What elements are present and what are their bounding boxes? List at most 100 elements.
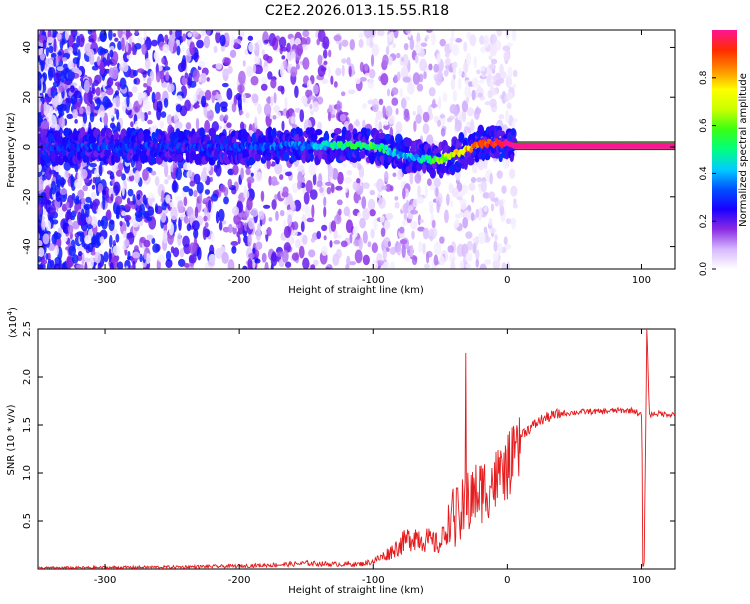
spectrogram-ridge-cell xyxy=(321,140,326,146)
spectrogram-noise-cell xyxy=(401,97,407,110)
spectrogram-noise-cell xyxy=(120,56,124,69)
spectrogram-noise-cell xyxy=(305,179,313,194)
spectrogram-noise-cell xyxy=(367,241,372,248)
spectrogram-noise-cell xyxy=(451,61,458,69)
spectrogram-noise-cell xyxy=(274,193,278,201)
spectrogram-noise-cell xyxy=(385,212,394,220)
spectrogram-noise-cell xyxy=(413,120,417,132)
spectrogram-noise-cell xyxy=(455,38,463,43)
spectrogram-noise-cell xyxy=(459,260,465,269)
spectrogram-noise-cell xyxy=(470,212,475,222)
spectrogram-noise-cell xyxy=(420,42,428,47)
spectrogram-noise-cell xyxy=(146,77,152,87)
spectrogram-noise-cell xyxy=(489,172,493,185)
spectrogram-noise-cell xyxy=(139,203,146,216)
spectrogram-noise-cell xyxy=(399,87,404,98)
spectrogram-y-label: Frequency (Hz) xyxy=(6,112,17,188)
spectrogram-noise-cell xyxy=(388,36,394,42)
spectrogram-noise-cell xyxy=(132,51,137,56)
spectrogram-noise-cell xyxy=(110,193,114,202)
snr-line xyxy=(38,329,675,569)
spectrogram-noise-cell xyxy=(385,247,390,253)
spectrogram-noise-cell xyxy=(38,78,42,91)
spectrogram-band-cell xyxy=(151,131,157,140)
spectrogram-noise-cell xyxy=(465,97,470,104)
spectrogram-noise-cell xyxy=(281,55,286,60)
spectrogram-noise-cell xyxy=(270,78,277,89)
spectrogram-noise-cell xyxy=(210,232,215,243)
spectrogram-noise-cell xyxy=(173,114,178,124)
spectrogram-band-cell xyxy=(149,157,158,165)
spectrogram-noise-cell xyxy=(215,62,223,70)
spectrogram-noise-cell xyxy=(479,79,485,84)
spectrogram-noise-cell xyxy=(50,180,57,195)
spectrogram-noise-cell xyxy=(97,182,103,193)
spectrogram-noise-cell xyxy=(440,127,446,137)
spectrogram-noise-cell xyxy=(238,212,246,218)
spectrogram-noise-cell xyxy=(365,35,370,48)
spectrogram-noise-cell xyxy=(202,197,211,203)
spectrogram-noise-cell xyxy=(452,89,458,102)
spectrogram-x-tick-label: 100 xyxy=(632,275,651,286)
spectrogram-y-tick-label: 40 xyxy=(22,41,33,54)
spectrogram-noise-cell xyxy=(422,242,426,255)
spectrogram-noise-cell xyxy=(84,234,93,245)
spectrogram-noise-cell xyxy=(404,96,411,101)
spectrogram-noise-cell xyxy=(200,170,208,183)
spectrogram-noise-cell xyxy=(263,103,272,117)
spectrogram-noise-cell xyxy=(90,251,96,256)
spectrogram-noise-cell xyxy=(268,175,272,186)
spectrogram-noise-cell xyxy=(147,119,153,125)
spectrogram-noise-cell xyxy=(425,34,430,40)
spectrogram-noise-cell xyxy=(46,261,52,269)
spectrogram-noise-cell xyxy=(342,163,347,168)
spectrogram-noise-cell xyxy=(105,209,112,222)
spectrogram-noise-cell xyxy=(323,196,327,207)
spectrogram-noise-cell xyxy=(362,207,370,221)
spectrogram-noise-cell xyxy=(471,77,479,88)
spectrogram-noise-cell xyxy=(182,235,190,248)
spectrogram-noise-cell xyxy=(137,36,143,45)
spectrogram-noise-cell xyxy=(505,218,512,225)
spectrogram-noise-cell xyxy=(414,54,419,64)
spectrogram-noise-cell xyxy=(330,220,337,232)
spectrogram-noise-cell xyxy=(264,261,269,269)
spectrogram-noise-cell xyxy=(99,30,107,43)
spectrogram-noise-cell xyxy=(263,66,269,73)
spectrogram-noise-cell xyxy=(401,57,405,62)
spectrogram-noise-cell xyxy=(189,180,196,187)
spectrogram-noise-cell xyxy=(124,203,132,210)
spectrogram-noise-cell xyxy=(45,166,52,181)
spectrogram-noise-cell xyxy=(135,213,143,223)
spectrogram-noise-cell xyxy=(78,250,83,257)
spectrogram-noise-cell xyxy=(462,217,469,229)
spectrogram-noise-cell xyxy=(275,210,279,221)
spectrogram-noise-cell xyxy=(153,51,159,61)
spectrogram-noise-cell xyxy=(213,45,218,54)
spectrogram-noise-cell xyxy=(496,242,503,255)
snr-x-tick-label: -100 xyxy=(362,575,385,586)
spectrogram-frame xyxy=(37,29,676,270)
spectrogram-noise-cell xyxy=(248,217,255,230)
spectrogram-noise-cell xyxy=(362,254,370,266)
spectrogram-noise-cell xyxy=(114,90,120,96)
spectrogram-noise-cell xyxy=(154,203,159,214)
spectrogram-noise-cell xyxy=(206,77,210,82)
spectrogram-noise-cell xyxy=(275,111,282,119)
spectrogram-noise-cell xyxy=(340,91,346,97)
spectrogram-noise-cell xyxy=(125,41,129,53)
spectrogram-noise-cell xyxy=(438,96,442,110)
spectrogram-noise-cell xyxy=(299,109,305,123)
spectrogram-noise-cell xyxy=(361,196,367,210)
spectrogram-noise-cell xyxy=(290,51,296,60)
spectrogram-noise-cell xyxy=(429,205,434,215)
spectrogram-noise-cell xyxy=(507,66,513,79)
spectrogram-noise-cell xyxy=(371,43,380,57)
spectrogram-noise-cell xyxy=(143,99,151,112)
spectrogram-noise-cell xyxy=(488,191,496,200)
spectrogram-noise-cell xyxy=(262,230,268,235)
spectrogram-noise-cell xyxy=(164,179,169,185)
spectrogram-noise-cell xyxy=(316,180,323,188)
spectrogram-noise-cell xyxy=(468,182,476,192)
